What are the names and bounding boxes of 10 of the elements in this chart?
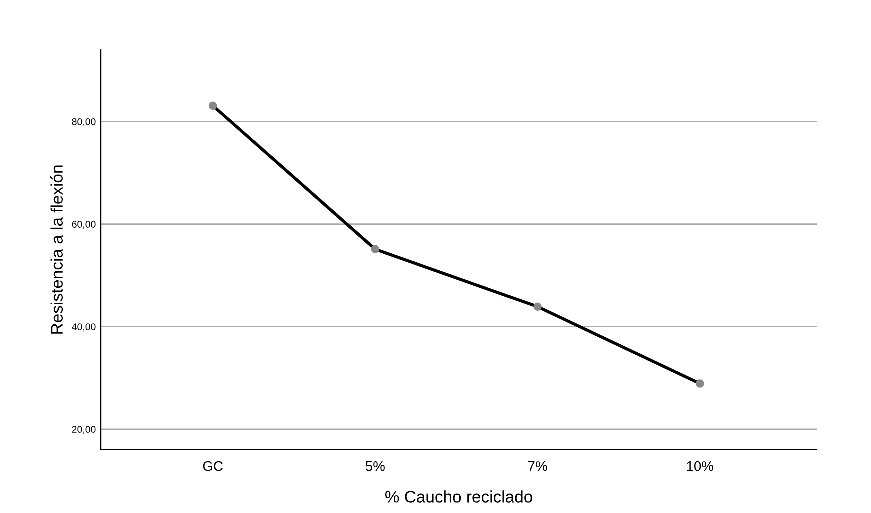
y-tick-label: 80,00 bbox=[72, 118, 96, 127]
y-tick-label: 20,00 bbox=[72, 426, 96, 434]
y-axis-title: Resistencia a la flexión bbox=[50, 166, 63, 334]
y-tick-label: 40,00 bbox=[72, 324, 96, 332]
y-tick-label: 60,00 bbox=[72, 221, 96, 230]
x-axis-title: % Caucho reciclado bbox=[386, 490, 532, 503]
x-tick-label: 7% bbox=[528, 461, 548, 472]
x-tick-label: 10% bbox=[687, 461, 714, 472]
x-tick-label: GC bbox=[203, 461, 223, 472]
x-tick-label: 5% bbox=[366, 461, 385, 472]
